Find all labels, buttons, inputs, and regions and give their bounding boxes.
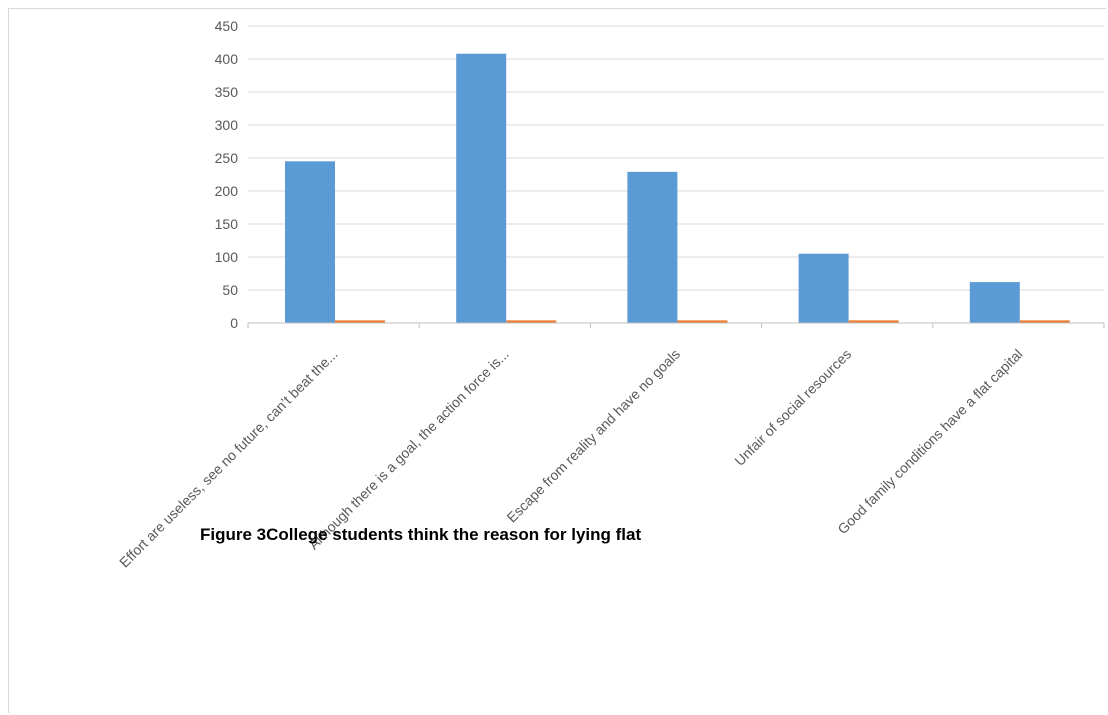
bar-series-1 — [627, 171, 678, 323]
y-tick-label: 250 — [215, 150, 239, 166]
x-category-label: Good family conditions have a flat capit… — [834, 346, 1025, 537]
x-category-label: Unfair of social resources — [731, 346, 854, 469]
bars — [285, 53, 1070, 323]
y-tick-label: 450 — [215, 18, 239, 34]
bar-series-1 — [969, 282, 1020, 323]
x-axis — [247, 322, 1105, 328]
figure-caption: Figure 3College students think the reaso… — [200, 525, 641, 544]
y-tick-label: 150 — [215, 216, 239, 232]
y-tick-label: 300 — [215, 117, 239, 133]
bar-series-1 — [285, 161, 335, 323]
y-tick-label: 0 — [230, 315, 238, 331]
x-category-label: Escape from reality and have no goals — [503, 346, 683, 526]
bar-series-1 — [798, 253, 849, 323]
bar-series-1 — [456, 53, 507, 323]
bar-series-2 — [1019, 320, 1070, 323]
y-axis-ticks: 0 50 100 150 200 250 300 350 400 450 — [215, 18, 239, 331]
y-tick-label: 100 — [215, 249, 239, 265]
bar-series-2 — [677, 320, 728, 323]
x-category-label: Although there is a goal, the action for… — [305, 346, 512, 553]
y-tick-label: 350 — [215, 84, 239, 100]
chart-frame — [8, 8, 1106, 713]
y-tick-label: 50 — [222, 282, 238, 298]
bar-series-2 — [506, 320, 557, 323]
bar-series-2 — [335, 320, 385, 323]
bar-series-2 — [848, 320, 899, 323]
y-tick-label: 400 — [215, 51, 239, 67]
y-tick-label: 200 — [215, 183, 239, 199]
